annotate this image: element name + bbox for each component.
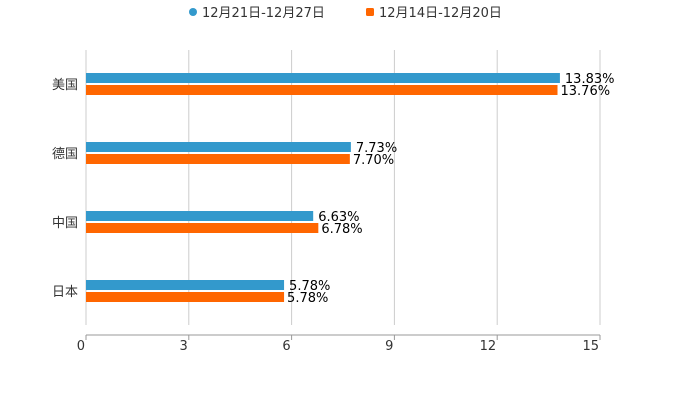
- data-label: 5.78%: [289, 279, 330, 294]
- data-label: 7.70%: [353, 153, 394, 168]
- legend-label: 12月21日-12月27日: [202, 6, 325, 21]
- bar-series-2: [86, 154, 350, 164]
- bar-series-1: [86, 211, 314, 221]
- legend-marker-series-2: [366, 8, 374, 16]
- data-label: 5.78%: [287, 291, 328, 306]
- bar-series-1: [86, 280, 285, 290]
- legend-marker-series-1: [189, 8, 197, 16]
- category-label: 德国: [52, 147, 78, 162]
- x-tick-label: 12: [480, 339, 497, 354]
- x-tick-label: 0: [77, 339, 85, 354]
- data-label: 13.83%: [565, 72, 615, 87]
- bar-series-2: [86, 85, 558, 95]
- data-label: 6.63%: [318, 210, 359, 225]
- x-tick-label: 6: [282, 339, 290, 354]
- data-label: 6.78%: [321, 222, 362, 237]
- data-label: 7.73%: [356, 141, 397, 156]
- x-tick-label: 15: [582, 339, 599, 354]
- bar-series-1: [86, 73, 560, 83]
- x-tick-label: 3: [180, 339, 188, 354]
- x-tick-label: 9: [385, 339, 393, 354]
- bar-series-1: [86, 142, 351, 152]
- category-label: 日本: [52, 285, 78, 300]
- bar-series-2: [86, 223, 319, 233]
- bar-series-2: [86, 292, 285, 302]
- legend-label: 12月14日-12月20日: [379, 6, 502, 21]
- category-label: 美国: [52, 78, 78, 93]
- category-label: 中国: [52, 216, 78, 231]
- data-label: 13.76%: [561, 84, 611, 99]
